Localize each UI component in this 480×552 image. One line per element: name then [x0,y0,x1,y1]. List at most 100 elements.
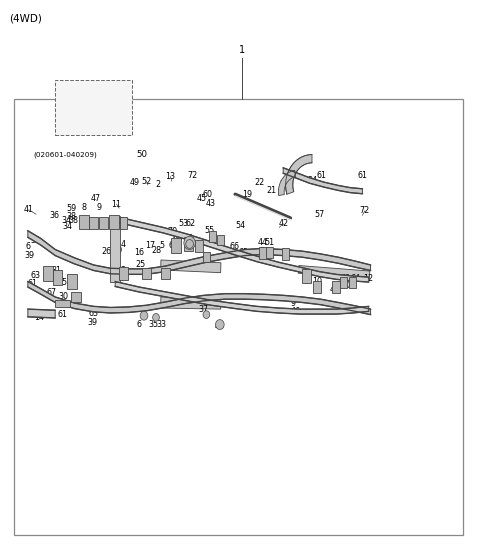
Bar [313,281,321,293]
Text: 72: 72 [360,206,370,215]
Text: 48: 48 [330,285,339,294]
Text: 25: 25 [135,261,145,269]
Bar [109,215,119,229]
Text: 27: 27 [66,277,76,286]
Circle shape [140,311,148,320]
Text: 4: 4 [121,240,126,249]
Text: 6: 6 [137,320,142,329]
Circle shape [184,236,195,250]
Bar [119,267,128,280]
Bar [89,217,98,229]
Bar [266,247,274,258]
Text: 40: 40 [215,322,225,331]
Text: 47: 47 [91,194,101,203]
Bar [203,252,210,262]
Text: 62: 62 [185,219,195,228]
Text: 38: 38 [68,216,78,225]
Text: 49: 49 [129,178,140,187]
Bar [71,292,81,302]
Bar [99,217,108,229]
Text: 10: 10 [312,277,322,286]
Bar [349,277,356,288]
Text: 53: 53 [179,219,189,228]
Text: 38: 38 [66,213,76,221]
Text: (020601-040209): (020601-040209) [34,151,97,158]
Text: 21: 21 [266,186,276,195]
Text: 3: 3 [120,266,125,275]
Text: 20: 20 [112,246,123,254]
Text: 41: 41 [24,205,34,214]
Text: 36: 36 [49,211,59,220]
Text: 24: 24 [307,176,317,185]
Text: 18: 18 [184,234,193,243]
Bar [43,266,53,281]
Bar [79,215,89,229]
Text: 65: 65 [239,248,249,257]
Bar [161,268,170,279]
Bar [340,277,347,288]
Text: 71: 71 [85,99,102,113]
Polygon shape [115,282,369,314]
Polygon shape [278,170,296,195]
Bar [120,217,127,229]
Text: 63: 63 [89,309,98,318]
Text: 59: 59 [66,204,76,213]
Text: 61: 61 [317,171,326,180]
Text: 49: 49 [340,274,351,283]
Polygon shape [110,216,120,282]
Text: 70: 70 [168,227,178,236]
Text: 22: 22 [254,178,264,187]
Circle shape [186,240,193,248]
Text: 39: 39 [87,318,98,327]
Text: 8: 8 [82,203,86,211]
Text: 33: 33 [157,320,167,328]
Text: 44: 44 [258,238,268,247]
Text: 31: 31 [52,266,61,275]
Text: 56: 56 [259,247,269,256]
Bar [332,281,340,293]
Bar [184,237,193,251]
Text: 39: 39 [24,251,35,260]
Text: 6: 6 [25,242,30,251]
Text: 16: 16 [134,248,144,257]
Text: 69: 69 [168,241,179,250]
Text: 60: 60 [203,190,212,199]
Text: 68: 68 [173,234,182,243]
Bar [53,270,62,285]
Bar [55,300,70,307]
Bar [55,80,132,135]
Polygon shape [283,168,362,194]
Text: 63: 63 [30,272,40,280]
Text: 32: 32 [30,236,40,245]
Bar [67,274,77,289]
Text: 54: 54 [235,221,245,230]
Text: 42: 42 [278,219,288,228]
Text: 61: 61 [28,279,37,288]
Text: 34: 34 [61,216,71,225]
Text: (4WD): (4WD) [10,14,42,24]
Bar [282,248,289,260]
Text: 67: 67 [47,288,57,297]
Bar [14,99,463,535]
Polygon shape [299,266,370,279]
Text: 43: 43 [205,199,215,208]
Text: 46: 46 [290,307,300,316]
Polygon shape [161,260,221,273]
Polygon shape [28,231,371,274]
Bar [259,247,267,259]
Text: 9: 9 [97,203,102,211]
Text: 14: 14 [35,313,44,322]
Bar [171,238,181,253]
Polygon shape [161,297,221,309]
Text: 1: 1 [240,45,245,55]
Text: 30: 30 [59,293,68,301]
Text: 28: 28 [151,246,161,255]
Circle shape [216,320,224,330]
Text: 19: 19 [242,190,252,199]
Text: 51: 51 [264,238,275,247]
Text: 55: 55 [204,226,215,235]
Polygon shape [115,216,369,282]
Text: 61: 61 [358,171,367,180]
Text: 72: 72 [188,171,198,180]
Text: (040209-): (040209-) [76,84,111,91]
